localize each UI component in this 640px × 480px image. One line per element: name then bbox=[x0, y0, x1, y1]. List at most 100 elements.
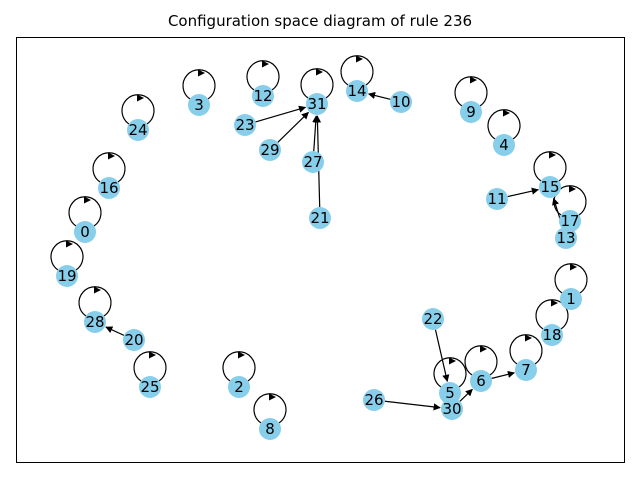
self-loop-24 bbox=[121, 94, 155, 125]
node-label-8: 8 bbox=[265, 420, 275, 438]
node-label-16: 16 bbox=[99, 179, 118, 197]
self-loop-6 bbox=[464, 345, 498, 376]
self-loop-19 bbox=[50, 240, 84, 271]
node-label-4: 4 bbox=[499, 136, 509, 154]
self-loop-25 bbox=[133, 351, 167, 382]
node-label-13: 13 bbox=[556, 229, 575, 247]
node-10: 10 bbox=[390, 91, 412, 113]
node-label-12: 12 bbox=[253, 87, 272, 105]
edge-23-to-31 bbox=[255, 105, 307, 123]
self-loop-1 bbox=[554, 263, 588, 294]
edge-20-to-28 bbox=[105, 326, 125, 336]
nodes-layer: 0123456789101112131415161718192021222324… bbox=[56, 80, 582, 440]
node-1: 1 bbox=[560, 288, 582, 310]
edge-30-to-6 bbox=[459, 388, 473, 402]
node-label-15: 15 bbox=[540, 178, 559, 196]
node-label-24: 24 bbox=[128, 121, 147, 139]
node-label-21: 21 bbox=[310, 209, 329, 227]
self-loop-18 bbox=[535, 299, 569, 330]
node-label-11: 11 bbox=[487, 190, 506, 208]
node-31: 31 bbox=[306, 93, 328, 115]
node-label-19: 19 bbox=[57, 267, 76, 285]
node-23: 23 bbox=[234, 114, 256, 136]
node-7: 7 bbox=[515, 359, 537, 381]
self-loop-5 bbox=[433, 357, 467, 388]
node-8: 8 bbox=[259, 418, 281, 440]
self-loop-4 bbox=[487, 109, 521, 140]
self-loop-12 bbox=[246, 60, 280, 91]
node-5: 5 bbox=[439, 382, 461, 404]
node-6: 6 bbox=[470, 370, 492, 392]
node-label-23: 23 bbox=[235, 116, 254, 134]
node-label-5: 5 bbox=[445, 384, 455, 402]
node-label-3: 3 bbox=[194, 96, 204, 114]
node-21: 21 bbox=[309, 207, 331, 229]
node-26: 26 bbox=[363, 389, 385, 411]
node-label-31: 31 bbox=[307, 95, 326, 113]
node-label-14: 14 bbox=[347, 82, 366, 100]
edge-10-to-14 bbox=[367, 91, 391, 100]
node-17: 17 bbox=[559, 210, 581, 232]
node-label-0: 0 bbox=[80, 223, 90, 241]
node-2: 2 bbox=[228, 376, 250, 398]
self-loop-31 bbox=[300, 68, 334, 99]
node-label-6: 6 bbox=[476, 372, 486, 390]
node-4: 4 bbox=[493, 134, 515, 156]
node-30: 30 bbox=[441, 398, 463, 420]
node-28: 28 bbox=[84, 311, 106, 333]
node-11: 11 bbox=[486, 188, 508, 210]
node-18: 18 bbox=[541, 324, 563, 346]
node-24: 24 bbox=[127, 119, 149, 141]
node-label-9: 9 bbox=[466, 103, 476, 121]
edge-27-to-31 bbox=[312, 115, 320, 152]
edges-layer bbox=[105, 91, 564, 411]
self-loop-14 bbox=[340, 55, 374, 86]
self-loop-7 bbox=[509, 334, 543, 365]
node-label-17: 17 bbox=[560, 212, 579, 230]
node-label-1: 1 bbox=[566, 290, 576, 308]
self-loop-8 bbox=[253, 393, 287, 424]
node-16: 16 bbox=[98, 177, 120, 199]
node-label-2: 2 bbox=[234, 378, 244, 396]
loops-layer bbox=[50, 55, 588, 424]
node-27: 27 bbox=[302, 151, 324, 173]
node-label-26: 26 bbox=[364, 391, 383, 409]
node-29: 29 bbox=[259, 139, 281, 161]
node-13: 13 bbox=[555, 227, 577, 249]
edge-22-to-5 bbox=[434, 329, 450, 383]
node-14: 14 bbox=[346, 80, 368, 102]
node-label-7: 7 bbox=[521, 361, 531, 379]
node-label-28: 28 bbox=[85, 313, 104, 331]
plot-frame bbox=[16, 37, 625, 463]
edge-11-to-15 bbox=[507, 187, 539, 198]
node-label-29: 29 bbox=[260, 141, 279, 159]
self-loop-3 bbox=[182, 69, 216, 100]
node-label-18: 18 bbox=[542, 326, 561, 344]
edge-6-to-7 bbox=[491, 370, 516, 379]
self-loop-17 bbox=[553, 185, 587, 216]
self-loop-0 bbox=[68, 196, 102, 227]
node-label-20: 20 bbox=[124, 331, 143, 349]
self-loop-28 bbox=[78, 286, 112, 317]
node-label-25: 25 bbox=[140, 378, 159, 396]
node-20: 20 bbox=[123, 329, 145, 351]
node-19: 19 bbox=[56, 265, 78, 287]
self-loop-15 bbox=[533, 151, 567, 182]
node-25: 25 bbox=[139, 376, 161, 398]
node-9: 9 bbox=[460, 101, 482, 123]
node-0: 0 bbox=[74, 221, 96, 243]
node-22: 22 bbox=[422, 308, 444, 330]
node-label-10: 10 bbox=[391, 93, 410, 111]
node-label-30: 30 bbox=[442, 400, 461, 418]
edge-26-to-30 bbox=[384, 400, 441, 411]
self-loop-9 bbox=[454, 76, 488, 107]
self-loop-2 bbox=[222, 351, 256, 382]
self-loop-16 bbox=[92, 152, 126, 183]
diagram-title: Configuration space diagram of rule 236 bbox=[167, 12, 473, 30]
node-label-27: 27 bbox=[303, 153, 322, 171]
node-label-22: 22 bbox=[423, 310, 442, 328]
node-3: 3 bbox=[188, 94, 210, 116]
node-15: 15 bbox=[539, 176, 561, 198]
node-12: 12 bbox=[252, 85, 274, 107]
